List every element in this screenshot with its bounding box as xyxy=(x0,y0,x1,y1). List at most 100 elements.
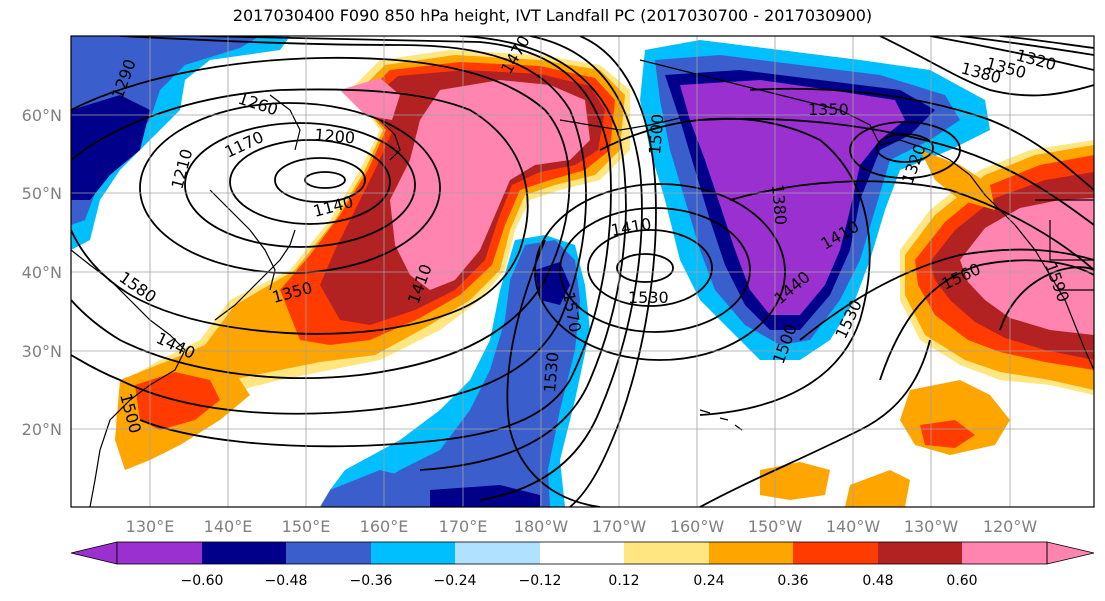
nw-darkblue xyxy=(71,95,150,200)
contour-low-west-1200 xyxy=(229,139,391,225)
colorbar-tick: 0.60 xyxy=(946,573,977,589)
lon-label: 170°E xyxy=(439,517,488,536)
colorbar-segment xyxy=(878,542,962,564)
alaska-coast-orange xyxy=(920,150,995,210)
colorbar-tick: −0.60 xyxy=(181,573,224,589)
contour-1560-ne xyxy=(879,259,1094,381)
colorbar-segment xyxy=(793,542,878,564)
colorbar-tick: −0.48 xyxy=(265,573,308,589)
contour-ne-top xyxy=(929,36,1094,71)
colorbar-segment xyxy=(117,542,202,564)
contour-1380-ne xyxy=(749,87,1094,191)
nw-blue-inner xyxy=(71,36,260,225)
contour-1530-ne xyxy=(799,248,1094,341)
colorbar-segment xyxy=(624,542,709,564)
colorbar-tick: 0.48 xyxy=(862,573,893,589)
japan-coastline xyxy=(214,229,296,321)
alaska-coastline xyxy=(639,59,1016,226)
contour-label: 1500 xyxy=(645,113,667,155)
contour-label: 1200 xyxy=(314,125,356,147)
plot-frame xyxy=(70,35,1095,508)
graticule xyxy=(71,36,1094,507)
kamchatka-coastline xyxy=(379,119,401,161)
contour-1440-ne xyxy=(729,180,1094,271)
lon-label: 130°E xyxy=(126,517,175,536)
colorbar-segment xyxy=(709,542,793,564)
contour-1410 xyxy=(419,36,627,471)
contour-1290 xyxy=(71,88,529,335)
height-contours xyxy=(71,36,1094,507)
contour-low-west-1260 xyxy=(139,102,441,274)
colorbar-max-extend xyxy=(1046,541,1095,565)
lon-label: 140°W xyxy=(826,517,881,536)
colorbar-segment xyxy=(286,542,371,564)
lat-label: 60°N xyxy=(22,106,62,125)
lat-label: 20°N xyxy=(22,420,62,439)
lon-label: 170°W xyxy=(592,517,647,536)
lon-label: 120°W xyxy=(983,517,1038,536)
colorbar-tick: −0.36 xyxy=(350,573,393,589)
central-darkblue xyxy=(535,262,570,305)
contour-1320 xyxy=(71,56,571,379)
lat-label: 30°N xyxy=(22,342,62,361)
colorbar-segment xyxy=(540,542,624,564)
us-state-lines xyxy=(1035,199,1094,291)
contour-1350 xyxy=(71,36,587,415)
colorbar-tick: −0.24 xyxy=(434,573,477,589)
map-plot-area: 1290 1320 1380 1350 1260 1200 1170 1140 … xyxy=(71,36,1094,507)
gulf-alaska-purple xyxy=(680,80,905,315)
west-pacific-pink-west xyxy=(340,78,400,120)
colorbar-segment xyxy=(202,542,286,564)
colorbar-segment xyxy=(371,542,455,564)
contour-low-west-1230 xyxy=(184,122,416,248)
lon-label: 140°E xyxy=(204,517,253,536)
negative-anomaly-fields xyxy=(71,36,990,507)
colorbar-min-extend xyxy=(70,541,118,565)
colorbar-tick: 0.24 xyxy=(693,573,724,589)
contour-low-alaska-1290 xyxy=(876,133,934,163)
contour-label: 1530 xyxy=(628,288,669,307)
contour-label: 1530 xyxy=(540,351,562,393)
lon-label: 130°W xyxy=(904,517,959,536)
colorbar-segment xyxy=(455,542,540,564)
contour-1410-ne xyxy=(699,117,1094,226)
hawaii-red-blob xyxy=(920,420,975,448)
ne-pacific-pink xyxy=(960,198,1094,335)
colorbar-segment xyxy=(962,542,1047,564)
contour-1530 xyxy=(506,239,601,507)
lower-blue-streak xyxy=(320,470,430,507)
se-orange xyxy=(845,470,910,507)
contour-1380 xyxy=(139,36,612,448)
map-title: 2017030400 F090 850 hPa height, IVT Land… xyxy=(232,6,873,25)
contour-north-wave xyxy=(879,36,1094,97)
contour-low-west-1170 xyxy=(274,157,366,203)
central-darkblue-south xyxy=(430,485,540,507)
lat-label: 50°N xyxy=(22,184,62,203)
contour-label: 1350 xyxy=(808,100,849,119)
lon-label: 150°W xyxy=(748,517,803,536)
contour-low-center-1350 xyxy=(616,253,674,283)
latitude-axis: 20°N 30°N 40°N 50°N 60°N xyxy=(22,106,62,439)
colorbar-frame xyxy=(116,541,1048,565)
colorbar-tick: 0.12 xyxy=(608,573,639,589)
contour-1440 xyxy=(479,36,643,501)
aleutian-islands xyxy=(559,117,681,131)
colorbar-tick: −0.12 xyxy=(519,573,562,589)
lat-label: 40°N xyxy=(22,263,62,282)
lon-label: 150°E xyxy=(282,517,331,536)
contour-1560 xyxy=(699,339,931,507)
lon-label: 160°W xyxy=(670,517,725,536)
colorbar-tick: 0.36 xyxy=(777,573,808,589)
contour-low-center-1410 xyxy=(559,207,751,333)
colorbar: −0.60 −0.48 −0.36 −0.24 −0.12 0.12 0.24 … xyxy=(70,541,1095,589)
lon-label: 180°W xyxy=(514,517,569,536)
contour-1470 xyxy=(569,36,657,507)
lon-label: 160°E xyxy=(360,517,409,536)
longitude-axis: 130°E 140°E 150°E 160°E 170°E 180°W 170°… xyxy=(126,517,1038,536)
south-central-orange xyxy=(760,462,830,500)
west-pacific-pink xyxy=(390,80,590,290)
positive-anomaly-fields xyxy=(115,50,1094,507)
contour-low-west-1140 xyxy=(304,171,346,189)
contour-label: 1380 xyxy=(768,184,790,226)
